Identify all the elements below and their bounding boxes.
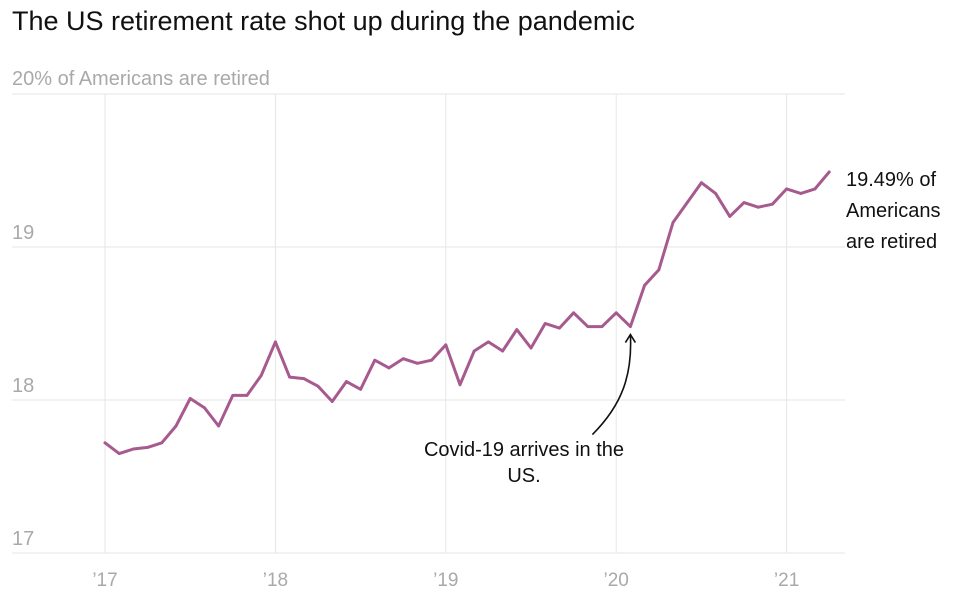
y-tick-label: 18 [12, 375, 34, 397]
data-point [657, 268, 661, 272]
data-points [103, 170, 831, 455]
data-point [629, 325, 632, 328]
data-point [487, 340, 490, 344]
data-point [245, 394, 249, 397]
data-point [259, 374, 263, 377]
data-point [274, 340, 277, 344]
data-point [742, 201, 746, 205]
data-point [117, 452, 121, 455]
data-point [217, 424, 221, 428]
x-gridlines [104, 94, 788, 553]
data-point [799, 192, 803, 195]
x-tick-label: ’18 [263, 570, 288, 591]
data-point [714, 192, 717, 195]
data-point [515, 328, 519, 332]
data-point [103, 441, 107, 445]
data-point [401, 357, 405, 361]
x-tick-labels: ’17 ’18 ’19 ’20 ’21 [92, 570, 799, 591]
data-point [501, 349, 504, 353]
end-value-annotation: 19.49% of Americans are retired [846, 169, 940, 253]
y-gridlines [12, 93, 845, 554]
data-point [387, 366, 391, 370]
retirement-rate-line [103, 170, 831, 456]
data-point [416, 361, 419, 365]
data-point [160, 441, 164, 445]
y-axis-label: 20% of Americans are retired [12, 68, 270, 90]
data-point [174, 424, 178, 428]
data-point [373, 358, 377, 362]
data-point [288, 375, 291, 379]
x-tick-label: ’20 [604, 570, 629, 591]
data-point [558, 326, 561, 330]
data-point [302, 377, 306, 380]
data-point [600, 325, 604, 328]
data-point [813, 187, 817, 191]
data-point [529, 346, 533, 350]
data-point [458, 383, 462, 387]
data-point [827, 170, 831, 174]
data-point [472, 349, 476, 353]
data-point [700, 181, 703, 185]
data-point [572, 311, 575, 315]
x-tick-label: ’21 [774, 570, 799, 591]
data-point [203, 406, 206, 410]
data-point [132, 447, 135, 451]
data-point [671, 221, 675, 224]
data-point [643, 283, 646, 287]
data-point [231, 394, 235, 397]
data-point [316, 384, 320, 388]
x-tick-label: ’17 [92, 570, 117, 591]
data-point [586, 325, 590, 328]
data-point [188, 397, 192, 400]
data-point [430, 358, 433, 362]
data-point [685, 201, 689, 205]
x-tick-label: ’19 [433, 570, 458, 591]
data-point [756, 205, 760, 209]
arrowhead-icon [624, 333, 637, 343]
data-point [543, 322, 547, 325]
data-point [345, 380, 348, 384]
data-point [359, 387, 362, 391]
data-point [614, 311, 618, 315]
data-point [728, 215, 732, 218]
data-point [771, 202, 774, 206]
data-point [330, 400, 334, 403]
y-tick-label: 17 [12, 528, 34, 550]
data-point [785, 187, 788, 191]
chart-title: The US retirement rate shot up during th… [12, 6, 635, 36]
y-tick-labels: 17 18 19 [12, 222, 34, 550]
data-point [146, 446, 150, 449]
covid-annotation: Covid-19 arrives in the US. [424, 439, 624, 487]
covid-annotation-arrow [591, 334, 632, 436]
data-point [444, 343, 448, 347]
y-tick-label: 19 [12, 222, 34, 244]
